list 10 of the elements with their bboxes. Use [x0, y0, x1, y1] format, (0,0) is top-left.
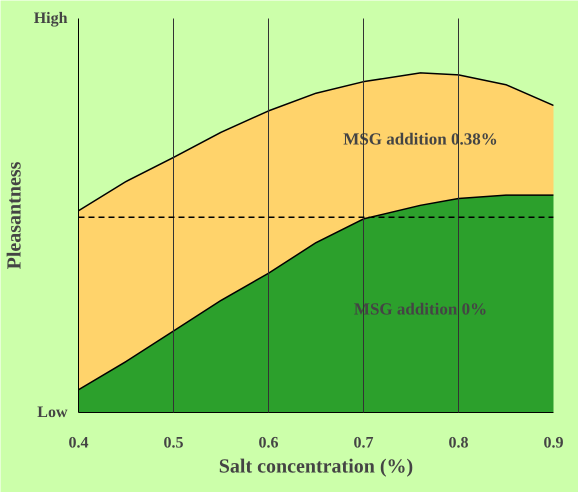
y-axis-title: Pleasantness [4, 161, 26, 270]
x-tick-label: 0.4 [68, 434, 88, 452]
x-tick-label: 0.6 [258, 434, 278, 452]
text: High [34, 10, 68, 27]
x-tick-label: 0.5 [164, 434, 184, 452]
x-tick-label: 0.7 [354, 434, 374, 452]
x-tick-label: 0.8 [448, 434, 468, 452]
x-tick-label: 0.9 [544, 434, 564, 452]
x-axis-title: Salt concentration (%) [218, 456, 414, 478]
text: Low [37, 404, 68, 421]
